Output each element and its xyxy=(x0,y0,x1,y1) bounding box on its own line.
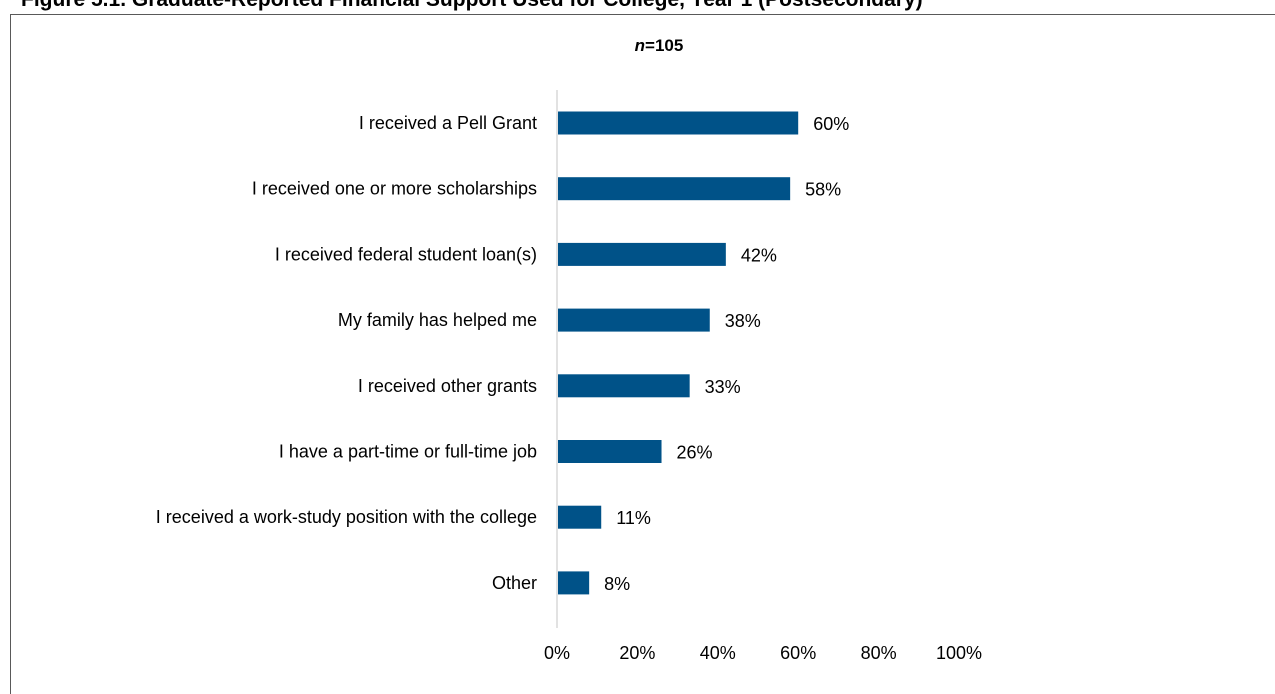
bar xyxy=(558,571,590,595)
bar-chart: I received a Pell Grant 60% I received one… xyxy=(156,90,982,663)
bar xyxy=(558,505,602,529)
bar xyxy=(558,177,791,201)
bar xyxy=(558,308,710,332)
subtitle-n: n xyxy=(634,36,646,55)
x-tick-label: 40% xyxy=(700,643,736,663)
chart-subtitle: n=105 xyxy=(559,36,759,56)
figure-title: Figure 5.1. Graduate-Reported Financial … xyxy=(21,0,1275,13)
x-tick-label: 20% xyxy=(619,643,655,663)
subtitle-value: =105 xyxy=(645,36,684,55)
data-label: 11% xyxy=(616,508,651,528)
category-label: Other xyxy=(492,573,537,593)
bar xyxy=(558,440,662,463)
data-label: 8% xyxy=(604,574,630,594)
chart-frame xyxy=(10,14,1275,694)
bar xyxy=(558,374,690,398)
bar xyxy=(558,242,726,266)
data-label: 38% xyxy=(725,311,761,331)
category-label: I received other grants xyxy=(358,376,537,396)
data-label: 33% xyxy=(705,377,741,397)
data-label: 26% xyxy=(677,443,713,463)
x-tick-label: 100% xyxy=(936,643,982,663)
bar xyxy=(558,111,799,135)
x-tick-label: 60% xyxy=(780,643,816,663)
category-label: My family has helped me xyxy=(338,310,537,330)
data-label: 60% xyxy=(813,114,849,134)
x-tick-label: 0% xyxy=(544,643,570,663)
category-label: I received one or more scholarships xyxy=(252,179,537,199)
x-tick-label: 80% xyxy=(861,643,897,663)
category-label: I have a part-time or full-time job xyxy=(279,442,537,462)
data-label: 42% xyxy=(741,245,777,265)
data-label: 58% xyxy=(805,180,841,200)
category-label: I received federal student loan(s) xyxy=(275,244,537,264)
category-label: I received a Pell Grant xyxy=(359,113,537,133)
category-label: I received a work-study position with th… xyxy=(156,507,537,527)
